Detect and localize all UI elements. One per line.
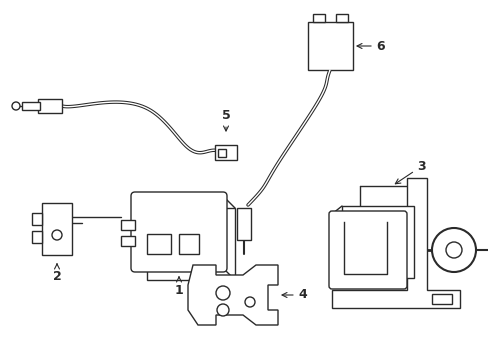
Text: 4: 4 — [282, 288, 307, 302]
Bar — [179, 234, 199, 254]
FancyBboxPatch shape — [328, 211, 406, 289]
Text: 6: 6 — [356, 40, 385, 53]
Text: 1: 1 — [174, 277, 183, 297]
Polygon shape — [187, 265, 278, 325]
Text: 3: 3 — [394, 159, 426, 184]
FancyBboxPatch shape — [131, 192, 226, 272]
Bar — [121, 220, 135, 230]
Bar — [237, 208, 250, 240]
Bar — [38, 99, 62, 113]
Bar — [42, 203, 72, 255]
Bar — [22, 102, 40, 110]
Bar — [312, 14, 325, 22]
Text: 2: 2 — [53, 264, 61, 284]
Bar — [121, 236, 135, 246]
Bar — [32, 231, 42, 243]
Bar — [341, 206, 413, 278]
Bar — [218, 149, 225, 157]
Bar — [307, 22, 352, 70]
Bar — [32, 213, 42, 225]
Text: 5: 5 — [221, 108, 230, 131]
Polygon shape — [331, 178, 459, 308]
Bar — [215, 145, 237, 160]
Circle shape — [216, 286, 229, 300]
Circle shape — [431, 228, 475, 272]
Bar — [335, 14, 347, 22]
Bar — [147, 208, 235, 280]
Circle shape — [12, 102, 20, 110]
Circle shape — [445, 242, 461, 258]
Circle shape — [52, 230, 62, 240]
Circle shape — [217, 304, 228, 316]
Bar — [147, 234, 171, 254]
Circle shape — [244, 297, 254, 307]
Bar — [431, 294, 451, 304]
